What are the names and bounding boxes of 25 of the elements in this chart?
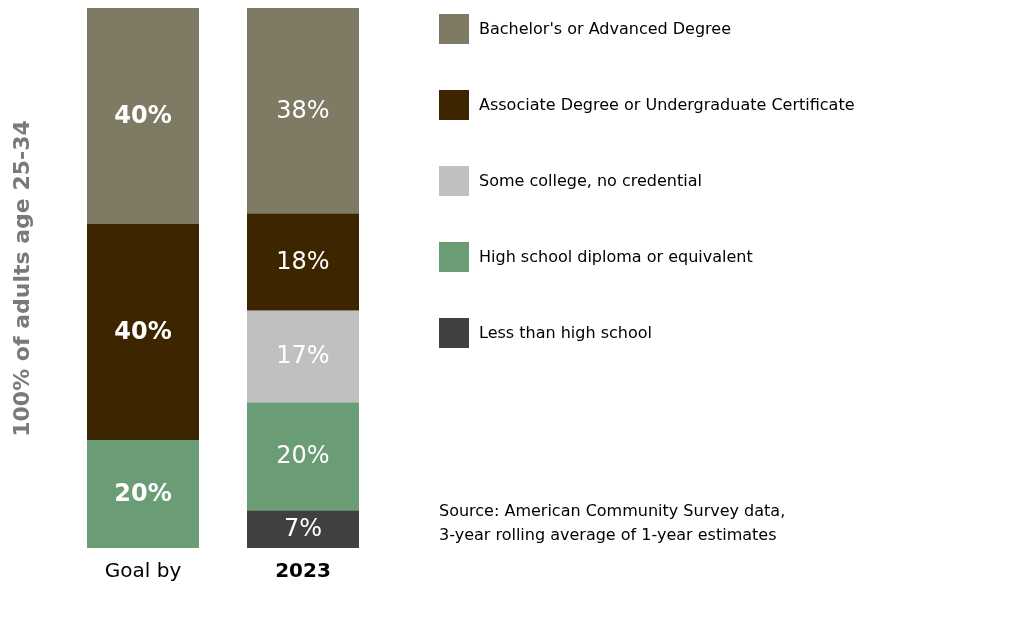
legend-label: Some college, no credential (479, 171, 702, 190)
bar (87, 440, 199, 548)
source-note: Source: American Community Survey data, 3-year rolling average of 1-year estimates (439, 501, 786, 544)
x-tick-label: Goal by (104, 557, 182, 582)
data-label: 17% (276, 341, 330, 370)
bar (247, 213, 359, 311)
data-label: 20% (114, 479, 172, 507)
bar (247, 402, 359, 511)
data-label: 40% (114, 101, 172, 129)
data-label: 18% (276, 246, 330, 275)
bar (247, 510, 359, 548)
data-label: 20% (276, 441, 330, 470)
legend-label: High school diploma or equivalent (479, 247, 753, 266)
bar (247, 310, 359, 403)
legend-label: Associate Degree or Undergraduate Certificate (479, 95, 855, 114)
bar (87, 8, 199, 224)
data-label: 7% (283, 514, 323, 543)
bar (247, 8, 359, 214)
x-tick-label: 2023 (275, 557, 331, 582)
legend-label: Less than high school (479, 323, 652, 342)
bar (87, 224, 199, 440)
y-axis-title: 100% of adults age 25-34 (8, 120, 34, 437)
data-label: 40% (114, 317, 172, 345)
data-label: 38% (276, 95, 330, 124)
legend-label: Bachelor's or Advanced Degree (479, 19, 731, 38)
